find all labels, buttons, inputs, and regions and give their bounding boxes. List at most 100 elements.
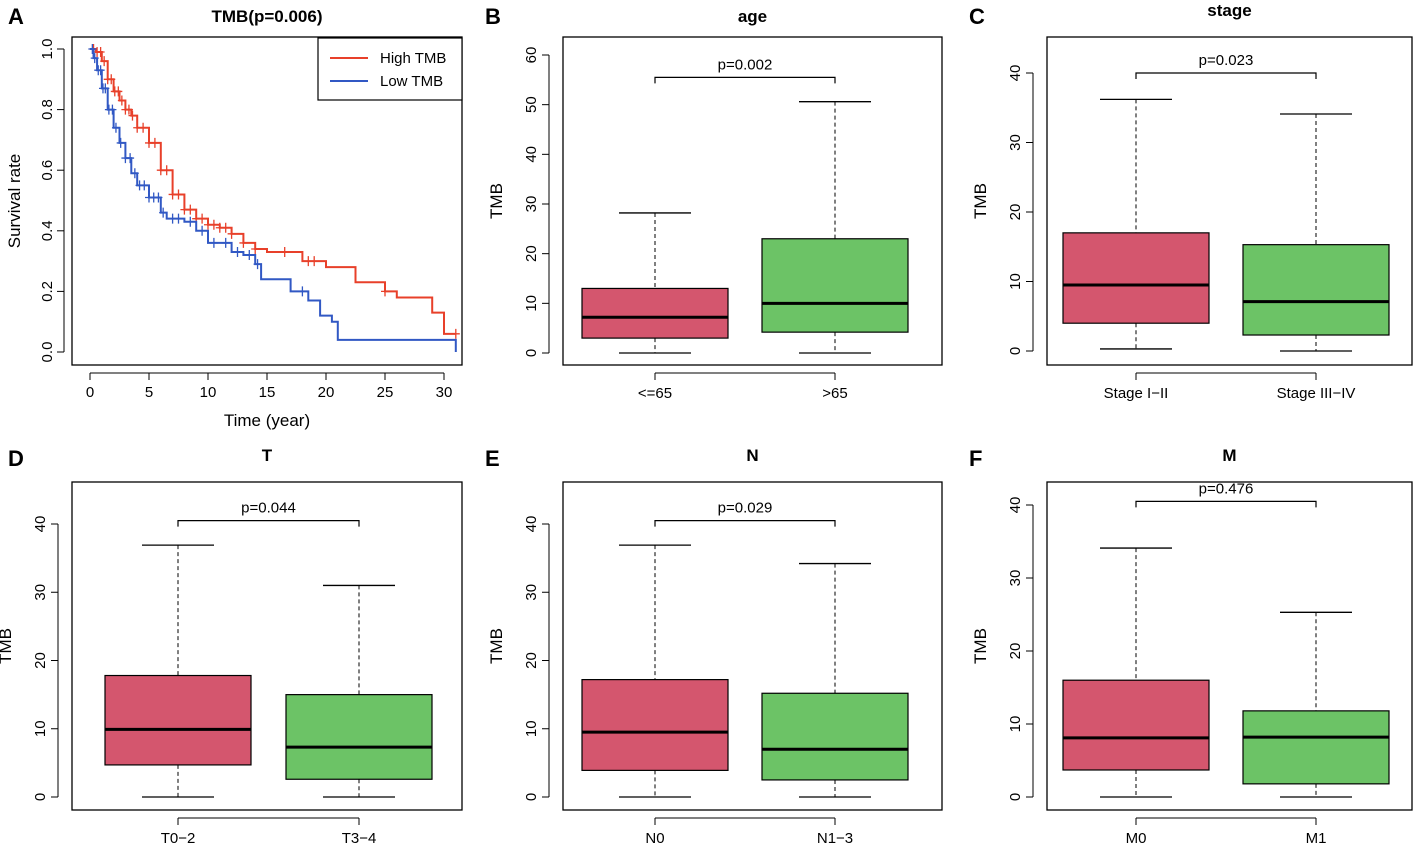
y-tick-label: 40 [1007, 65, 1024, 82]
y-tick-label: 0.0 [39, 342, 56, 363]
box-2 [761, 238, 909, 333]
plot-frame [1046, 36, 1413, 366]
y-tick-label: 0 [1007, 793, 1024, 801]
censor-mark [186, 216, 195, 227]
censor-mark [139, 122, 148, 133]
censor-mark [96, 65, 105, 76]
y-tick-label: 10 [523, 295, 540, 312]
plot-frame [71, 481, 463, 811]
x-tick-label: <=65 [638, 385, 672, 402]
box-1 [1062, 679, 1210, 771]
y-tick-label: 20 [32, 652, 49, 669]
box-1 [581, 679, 729, 771]
y-tick-label: 1.0 [39, 39, 56, 60]
censor-mark [451, 328, 460, 339]
x-tick-label: 15 [259, 384, 276, 401]
y-tick-label: 40 [523, 146, 540, 163]
censor-mark [198, 213, 207, 224]
censor-mark [111, 122, 120, 133]
x-tick-label: T3−4 [342, 830, 377, 844]
y-tick-label: 30 [523, 584, 540, 601]
censor-mark [280, 247, 289, 258]
y-tick-label: 0.2 [39, 281, 56, 302]
panel-a: A TMB(p=0.006) 0.0 0.2 0.4 0.6 0.8 1.0 Survival … [5, 4, 463, 430]
censor-mark [239, 237, 248, 248]
censor-mark [253, 259, 262, 270]
pvalue-label: p=0.476 [1199, 480, 1254, 497]
plot-frame [562, 36, 943, 366]
censor-mark [209, 237, 218, 248]
panel-title: N [746, 446, 758, 465]
plot-frame [562, 481, 943, 811]
pvalue-label: p=0.029 [718, 500, 773, 517]
censor-mark [162, 165, 171, 176]
box-2 [285, 694, 433, 780]
pvalue-bracket [177, 519, 360, 527]
panel-letter: E [485, 446, 500, 471]
x-tick-label: 10 [200, 384, 217, 401]
plot-frame [71, 36, 463, 366]
y-tick-label: 0.8 [39, 99, 56, 120]
censor-mark [233, 247, 242, 258]
pvalue-bracket [1135, 500, 1317, 508]
panel-letter: C [969, 4, 985, 29]
y-tick-label: 40 [32, 516, 49, 533]
box-1 [581, 287, 729, 339]
y-tick-label: 0.4 [39, 220, 56, 241]
y-axis-label: TMB [487, 628, 506, 664]
censor-mark [128, 110, 137, 121]
y-axis-label: TMB [0, 628, 15, 664]
legend-box [317, 37, 463, 101]
panel-title: stage [1207, 1, 1251, 20]
y-tick-label: 20 [523, 652, 540, 669]
y-tick-label: 10 [1007, 716, 1024, 733]
censor-mark [96, 47, 105, 58]
y-tick-label: 20 [523, 245, 540, 262]
censor-mark [107, 74, 116, 85]
censor-mark [221, 237, 230, 248]
y-tick-label: 10 [32, 720, 49, 737]
panel-title: TMB(p=0.006) [212, 7, 323, 26]
censor-mark [126, 153, 135, 164]
x-tick-label: N1−3 [817, 830, 853, 844]
y-tick-label: 30 [32, 584, 49, 601]
censor-mark [186, 204, 195, 215]
panel-letter: B [485, 4, 501, 29]
y-tick-label: 0 [1007, 347, 1024, 355]
x-tick-label: T0−2 [161, 830, 196, 844]
pvalue-bracket [1135, 72, 1317, 79]
panel-letter: D [8, 446, 24, 471]
y-tick-label: 40 [1007, 497, 1024, 514]
x-tick-label: >65 [822, 385, 847, 402]
censor-mark [159, 207, 168, 218]
box-1 [104, 674, 252, 766]
censor-mark [381, 286, 389, 297]
pvalue-bracket [654, 519, 836, 527]
x-tick-label: Stage III−IV [1277, 385, 1356, 402]
panel-letter: A [8, 4, 24, 29]
censor-mark [174, 213, 183, 224]
censor-mark [100, 56, 109, 67]
censor-mark [245, 250, 254, 261]
x-tick-label: Stage I−II [1104, 385, 1169, 402]
panel-title: T [262, 446, 273, 465]
legend-label: High TMB [380, 50, 446, 67]
censor-mark [150, 137, 159, 148]
y-tick-label: 50 [523, 96, 540, 113]
censor-mark [117, 95, 126, 106]
y-tick-label: 0 [523, 793, 540, 801]
plot-frame [1046, 481, 1413, 811]
censor-mark [251, 243, 260, 254]
censor-mark [108, 104, 117, 115]
box-2 [1242, 244, 1390, 336]
x-tick-label: 20 [318, 384, 335, 401]
censor-mark [116, 137, 125, 148]
censor-mark [101, 83, 110, 94]
panel-d: D T 0 10 20 30 40 TMB T0−2 T3−4 p=0.044 [0, 446, 463, 844]
legend-label: Low TMB [380, 73, 443, 90]
x-tick-label: M1 [1306, 830, 1327, 844]
pvalue-label: p=0.044 [241, 500, 296, 517]
